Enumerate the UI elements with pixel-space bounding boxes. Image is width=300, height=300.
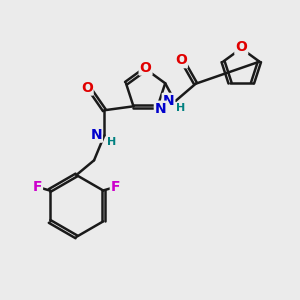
Text: O: O [81,81,93,94]
Text: H: H [176,103,185,113]
Text: N: N [155,102,167,116]
Text: H: H [107,137,116,147]
Text: O: O [175,53,187,67]
Text: F: F [32,180,42,194]
Text: F: F [111,180,120,194]
Text: O: O [235,40,247,54]
Text: O: O [140,61,152,75]
Text: N: N [163,94,174,108]
Text: N: N [90,128,102,142]
